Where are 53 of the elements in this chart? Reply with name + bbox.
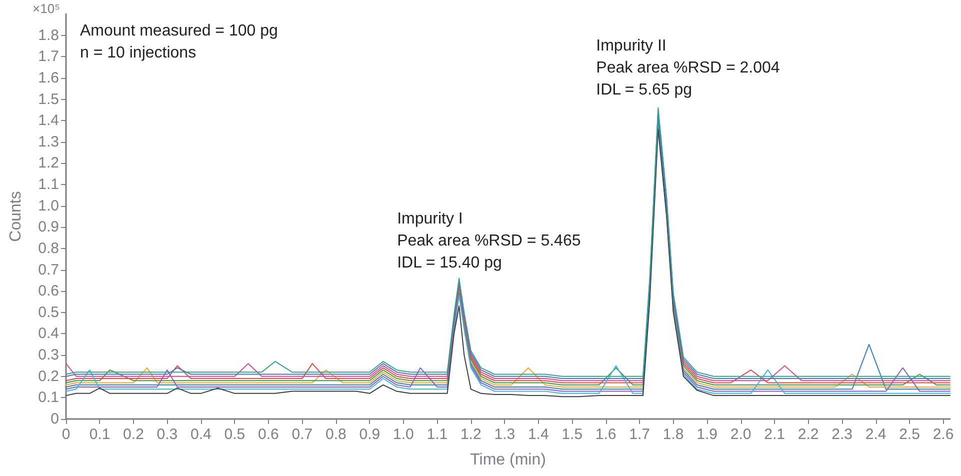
x-tick-label: 2.1 — [764, 426, 785, 443]
x-tick-label: 0.4 — [190, 426, 212, 443]
x-tick-label: 1.0 — [392, 426, 414, 443]
x-tick-label: 1.1 — [426, 426, 448, 443]
x-tick-label: 2.4 — [865, 426, 886, 443]
annotation: n = 10 injections — [80, 44, 196, 62]
y-axis-title: Counts — [8, 191, 24, 242]
y-tick-label: 1.0 — [38, 197, 59, 214]
annotation: Impurity I Peak area %RSD = 5.465 IDL = 15.40 pg — [397, 210, 581, 272]
x-tick-label: 0.1 — [89, 426, 110, 443]
y-tick-label: 1.7 — [38, 48, 59, 66]
y-tick-label: 1.6 — [38, 69, 59, 86]
y-tick-label: 0.8 — [38, 240, 59, 257]
x-tick-label: 1.6 — [595, 426, 616, 443]
x-tick-label: 1.3 — [494, 426, 516, 443]
text: ×10⁵ — [32, 1, 60, 16]
y-tick-label: 0 — [50, 410, 59, 428]
x-tick-label: 0.8 — [325, 426, 346, 443]
x-tick-label: 2.6 — [932, 426, 954, 443]
x-tick-label: 2.2 — [798, 426, 819, 443]
y-tick-label: 0.9 — [38, 218, 59, 236]
x-tick-label: 0.9 — [359, 426, 380, 443]
x-tick-label: 0 — [62, 426, 70, 443]
x-tick-label: 1.4 — [528, 426, 549, 443]
y-tick-label: 0.5 — [38, 304, 59, 321]
x-tick-label: 0.2 — [123, 426, 144, 443]
x-tick-label: 0.7 — [292, 426, 313, 443]
y-tick-label: 1.4 — [38, 112, 59, 130]
y-tick-label: 0.3 — [38, 346, 59, 364]
x-tick-label: 1.9 — [696, 426, 718, 443]
x-tick-label: 2.0 — [730, 426, 752, 443]
y-tick-label: 1.3 — [38, 133, 59, 150]
y-tick-label: 0.7 — [38, 261, 59, 278]
x-tick-label: 0.6 — [258, 426, 279, 443]
x-tick-label: 1.5 — [562, 426, 583, 443]
annotation: Amount measured = 100 pg — [80, 22, 278, 40]
y-tick-label: 0.2 — [38, 368, 59, 385]
x-tick-label: 1.7 — [629, 426, 650, 443]
y-tick-label: 0.4 — [38, 325, 59, 342]
x-tick-label: 1.8 — [662, 426, 684, 443]
x-axis-title: Time (min) — [470, 452, 546, 468]
x-tick-label: 2.3 — [832, 426, 852, 443]
y-tick-label: 0.1 — [38, 389, 59, 406]
y-tick-label: 1.8 — [38, 26, 59, 44]
y-tick-label: 0.6 — [38, 282, 59, 300]
x-tick-label: 0.5 — [224, 426, 246, 443]
y-tick-label: 1.5 — [38, 90, 59, 108]
annotation: Impurity II Peak area %RSD = 2.004 IDL = 5.65 pg — [596, 38, 780, 99]
x-tick-label: 0.3 — [156, 426, 178, 443]
x-tick-label: 2.5 — [899, 426, 920, 443]
y-tick-label: 1.1 — [38, 176, 59, 194]
y-tick-label: 1.2 — [38, 154, 59, 172]
x-tick-label: 1.2 — [460, 426, 482, 443]
